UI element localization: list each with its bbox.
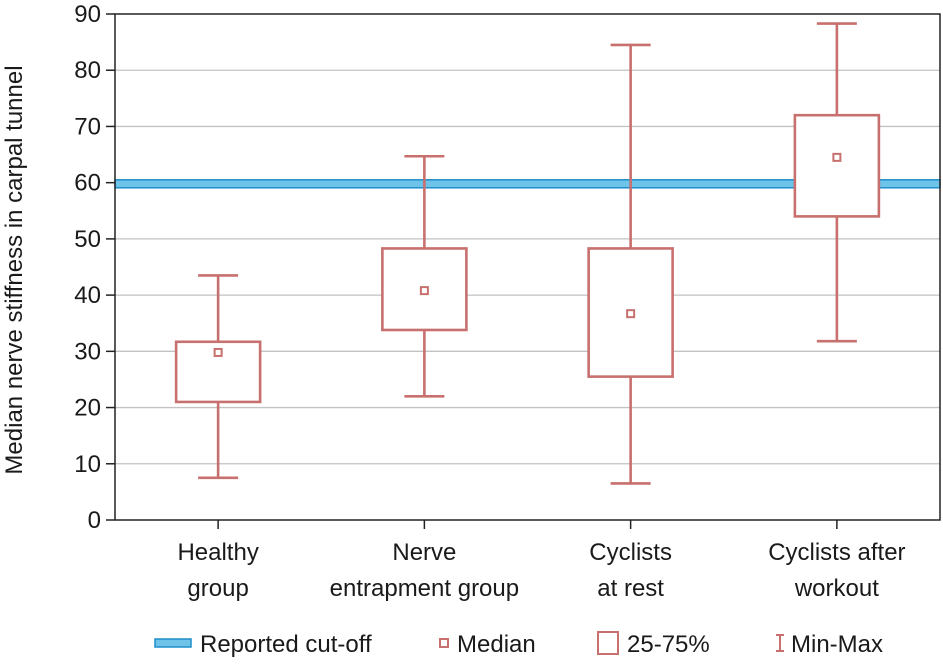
legend-label: Reported cut-off xyxy=(200,631,372,658)
axes: 0 10 20 30 40 50 60 70 80 90 Healthy group Nerve entr… xyxy=(74,1,941,602)
y-axis-label: Median nerve stiffness in carpal tunnel xyxy=(1,65,28,474)
y-tick-label: 40 xyxy=(74,282,101,309)
y-tick-label: 10 xyxy=(74,451,101,478)
y-tick-label: 30 xyxy=(74,338,101,365)
iqr-box xyxy=(793,113,881,218)
median-marker xyxy=(832,152,842,162)
y-tick-label: 60 xyxy=(74,170,101,197)
x-category-label: Nerve xyxy=(392,539,456,566)
legend-label: Min-Max xyxy=(791,631,883,658)
x-category-label: entrapment group xyxy=(330,575,519,602)
y-tick-label: 0 xyxy=(88,507,101,534)
y-tick-label: 70 xyxy=(74,113,101,140)
legend-swatch-box xyxy=(597,631,619,655)
median-marker xyxy=(626,309,636,319)
legend-label: Median xyxy=(457,631,536,658)
x-category-label: workout xyxy=(794,575,879,602)
x-category-label: Cyclists xyxy=(589,539,672,566)
median-marker xyxy=(213,347,223,357)
box-group xyxy=(587,43,674,485)
legend: Reported cut-off Median 25-75% Min-Max xyxy=(154,631,883,658)
median-marker xyxy=(419,286,429,296)
y-tick-label: 80 xyxy=(74,57,101,84)
plot-frame xyxy=(114,13,941,521)
boxes-group xyxy=(174,22,881,485)
box-group xyxy=(174,274,262,480)
box-group xyxy=(793,22,881,343)
x-category-label: group xyxy=(187,575,248,602)
legend-swatch-cutoff xyxy=(154,638,192,648)
x-category-label: Healthy xyxy=(177,539,258,566)
x-category-label: at rest xyxy=(597,575,664,602)
y-tick-label: 50 xyxy=(74,226,101,253)
iqr-box xyxy=(587,247,674,378)
y-tick-label: 90 xyxy=(74,1,101,28)
box-group xyxy=(381,154,468,398)
y-tick-label: 20 xyxy=(74,395,101,422)
x-category-label: Cyclists after xyxy=(768,539,905,566)
legend-swatch-median xyxy=(439,638,449,648)
legend-label: 25-75% xyxy=(627,631,710,658)
